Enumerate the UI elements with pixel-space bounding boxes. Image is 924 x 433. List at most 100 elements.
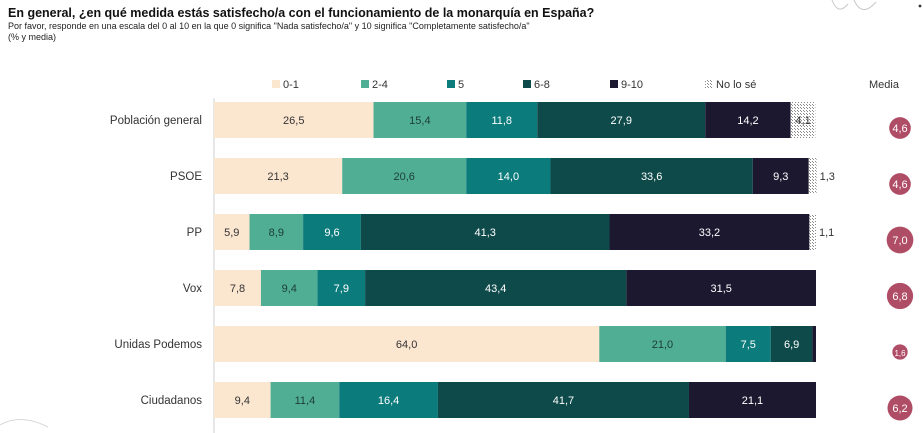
bar-segment [466,102,538,138]
bar-segment [214,102,374,138]
bar-segment [214,382,271,418]
bar-segment [365,270,627,306]
bar-segment [437,382,689,418]
chart-units-note: (% y media) [8,32,57,42]
mean-label: 7,0 [892,235,907,247]
chart-title: En general, ¿en qué medida estás satisfe… [8,6,595,20]
data-label: 11,8 [491,115,512,127]
mean-column-header: Media [869,79,900,91]
legend-label: 2-4 [372,79,388,91]
data-label: 41,7 [553,395,574,407]
data-label: 11,4 [295,395,316,407]
legend-swatch [610,80,618,88]
data-label: 9,3 [773,171,788,183]
legend-label: 5 [458,79,464,91]
data-label: 9,6 [324,227,339,239]
bar-segment [599,326,726,362]
data-label: 16,4 [378,395,399,407]
bar-segment [303,214,361,250]
legend-label: 9-10 [621,79,643,91]
bar-segment [705,102,791,138]
data-label: 21,3 [267,171,288,183]
data-label: 21,0 [652,339,673,351]
data-label: 6,9 [784,339,799,351]
mean-bubble [886,226,914,254]
data-label: 7,5 [741,339,756,351]
corner-arc-decoration-icon [0,419,49,428]
bar-segment [537,102,706,138]
bar-segment [339,382,438,418]
data-label: 8,9 [269,227,284,239]
data-label: 64,0 [396,339,417,351]
bar-segment [214,158,343,194]
data-label: 20,6 [394,171,415,183]
data-label: 21,1 [742,395,763,407]
data-label: 7,8 [230,283,245,295]
category-label: PP [187,227,203,239]
bar-segment [214,326,600,362]
category-label: Vox [183,283,202,295]
data-label: 9,4 [235,395,250,407]
data-label: 31,5 [710,283,731,295]
bar-segment [752,158,809,194]
bar-segment [466,158,551,194]
data-label: 7,9 [334,283,349,295]
legend-label: 6-8 [534,79,550,91]
legend-swatch [523,80,531,88]
legend-swatch [447,80,455,88]
data-label: 4,1 [795,115,810,127]
data-label: 27,9 [611,115,632,127]
category-label: Población general [110,115,202,127]
legend-swatch [361,80,369,88]
chart-header: En general, ¿en qué medida estás satisfe… [8,6,788,43]
data-label: 26,5 [283,115,304,127]
bar-segment [373,102,467,138]
mean-label: 1,6 [894,349,906,358]
mean-label: 4,6 [892,123,907,135]
bar-segment [342,158,467,194]
data-label: 14,2 [737,115,758,127]
legend-label: No lo sé [716,79,756,91]
bar-segment [550,158,753,194]
bar-segment [270,382,340,418]
corner-decoration-icon [831,0,922,10]
mean-label: 6,2 [892,403,907,415]
category-label: PSOE [170,171,202,183]
bar-segment [770,326,813,362]
mean-label: 6,8 [892,291,907,303]
data-label: 9,4 [282,283,297,295]
mean-bubble [892,344,908,360]
bar-segment [317,270,366,306]
bar-segment [790,102,816,138]
bar-segment [214,270,261,306]
bar-segment [609,214,810,250]
bar-segment [809,214,816,250]
mean-bubble [886,282,914,310]
data-label: 5,9 [224,227,239,239]
data-label: 1,3 [820,171,835,183]
bar-segment [626,270,816,306]
category-label: Ciudadanos [141,395,203,407]
data-label: 1,1 [819,227,834,239]
legend-swatch [705,80,713,88]
mean-bubble [889,117,911,139]
bar-segment [214,214,250,250]
bar-segment [260,270,318,306]
category-label: Unidas Podemos [114,339,202,351]
bar-segment [360,214,610,250]
mean-label: 4,6 [892,179,907,191]
data-label: 41,3 [474,227,495,239]
bar-segment [808,158,817,194]
data-label: 33,6 [641,171,662,183]
legend-label: 0-1 [283,79,299,91]
legend-swatch [272,80,280,88]
data-label: 33,2 [699,227,720,239]
data-label: 14,0 [498,171,519,183]
bar-segment [249,214,304,250]
data-label: 15,4 [409,115,430,127]
bar-segment [725,326,771,362]
mean-bubble [887,395,913,421]
chart-subtitle: Por favor, responde en una escala del 0 … [8,21,530,31]
data-label: 43,4 [485,283,506,295]
